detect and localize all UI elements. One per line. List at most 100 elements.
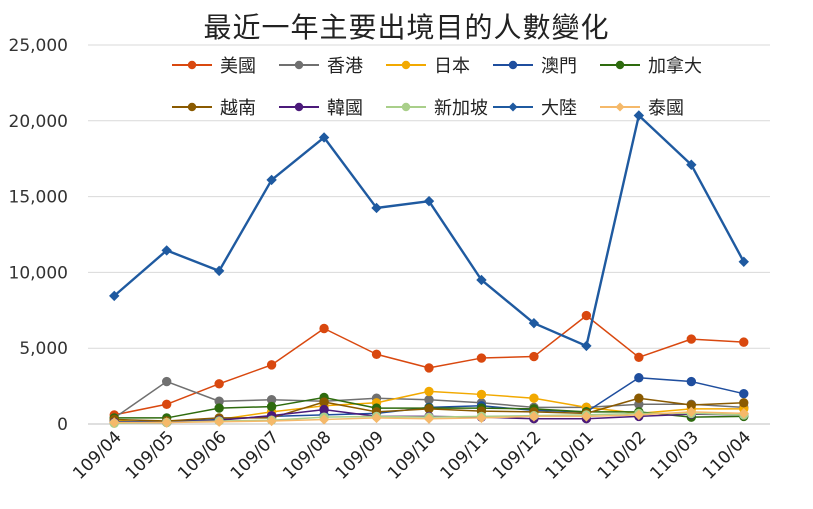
- data-point: [686, 159, 697, 170]
- data-point: [476, 389, 487, 400]
- data-point: [266, 360, 277, 370]
- y-tick-label: 20,000: [9, 112, 68, 132]
- legend-label: 日本: [434, 56, 470, 77]
- y-tick-label: 25,000: [9, 36, 68, 56]
- data-point: [213, 416, 225, 427]
- legend-swatch: [279, 102, 319, 112]
- data-point: [161, 245, 172, 256]
- data-point: [476, 274, 487, 286]
- data-point: [581, 411, 592, 422]
- data-point: [161, 417, 172, 428]
- data-point: [581, 310, 592, 321]
- legend-item: 大陸: [491, 94, 598, 120]
- data-point: [161, 376, 172, 387]
- x-tick-label: 109/11: [437, 427, 493, 483]
- legend-swatch: [493, 102, 533, 112]
- data-point: [476, 412, 487, 424]
- y-axis-tick-labels: 0 5,000 10,000 15,000 20,000 25,000: [9, 36, 68, 435]
- legend-row: 越南 韓國 新加坡 大陸 泰國: [170, 92, 770, 122]
- legend-label: 大陸: [541, 98, 577, 119]
- data-point: [161, 399, 172, 409]
- legend-label: 越南: [220, 98, 256, 119]
- y-tick-label: 10,000: [9, 263, 68, 283]
- data-point: [266, 174, 277, 186]
- legend-label: 泰國: [648, 98, 684, 119]
- data-point: [423, 413, 435, 424]
- legend-item: 美國: [170, 52, 277, 78]
- series-line: [113, 114, 745, 348]
- x-tick-label: 110/02: [594, 427, 650, 483]
- x-tick-label: 109/08: [279, 427, 335, 483]
- legend-item: 越南: [170, 94, 277, 120]
- data-point: [371, 412, 382, 424]
- gridlines: [88, 44, 770, 425]
- legend-swatch: [386, 60, 426, 70]
- x-tick-label: 110/04: [699, 427, 755, 483]
- legend-item: 加拿大: [598, 52, 705, 78]
- data-point: [634, 373, 644, 383]
- data-point: [109, 290, 120, 302]
- data-point: [686, 406, 697, 418]
- legend-item: 日本: [384, 52, 491, 78]
- data-point: [213, 265, 225, 277]
- legend-label: 新加坡: [434, 98, 488, 119]
- x-tick-label: 109/05: [122, 427, 178, 483]
- data-point: [739, 388, 749, 399]
- x-tick-label: 109/06: [174, 427, 230, 483]
- data-point: [214, 403, 224, 413]
- legend-swatch: [279, 60, 319, 70]
- data-point: [318, 414, 330, 425]
- data-point: [738, 256, 749, 267]
- data-point: [266, 401, 277, 412]
- data-point: [739, 398, 749, 408]
- legend: 美國 香港 日本 澳門 加拿大越南 韓國 新加坡 大陸 泰國: [170, 50, 770, 134]
- y-tick-label: 15,000: [9, 188, 68, 208]
- legend-label: 美國: [220, 56, 256, 77]
- x-tick-label: 109/04: [69, 427, 125, 483]
- data-point: [528, 317, 540, 329]
- series-大陸: [109, 110, 749, 352]
- x-tick-label: 110/01: [541, 427, 597, 483]
- legend-swatch: [172, 102, 212, 112]
- y-tick-label: 5,000: [19, 339, 68, 359]
- data-point: [528, 411, 540, 422]
- data-point: [109, 417, 120, 428]
- legend-label: 韓國: [327, 98, 363, 119]
- data-point: [686, 334, 697, 344]
- data-point: [476, 353, 487, 363]
- data-point: [739, 337, 749, 347]
- data-point: [371, 349, 382, 359]
- data-point: [266, 415, 277, 427]
- legend-swatch: [600, 60, 640, 70]
- data-point: [371, 202, 382, 214]
- legend-label: 加拿大: [648, 56, 702, 77]
- legend-item: 香港: [277, 52, 384, 78]
- data-point: [424, 386, 434, 397]
- legend-label: 澳門: [541, 56, 577, 77]
- x-tick-label: 109/07: [227, 427, 283, 483]
- legend-item: 澳門: [491, 52, 598, 78]
- legend-item: 泰國: [598, 94, 705, 120]
- data-point: [529, 351, 539, 362]
- data-point: [633, 110, 645, 121]
- series-lines: [109, 110, 749, 428]
- data-point: [214, 379, 224, 389]
- legend-swatch: [600, 102, 640, 112]
- legend-item: 新加坡: [384, 94, 491, 120]
- data-point: [319, 323, 329, 334]
- data-point: [423, 195, 435, 207]
- data-point: [634, 393, 644, 403]
- legend-swatch: [493, 60, 533, 70]
- series-美國: [109, 310, 749, 420]
- legend-swatch: [172, 60, 212, 70]
- legend-label: 香港: [327, 56, 363, 77]
- data-point: [633, 409, 645, 421]
- y-tick-label: 0: [57, 415, 68, 435]
- legend-row: 美國 香港 日本 澳門 加拿大: [170, 50, 770, 80]
- data-point: [738, 408, 749, 419]
- data-point: [529, 393, 539, 403]
- x-tick-label: 109/09: [332, 427, 388, 483]
- series-泰國: [109, 406, 749, 428]
